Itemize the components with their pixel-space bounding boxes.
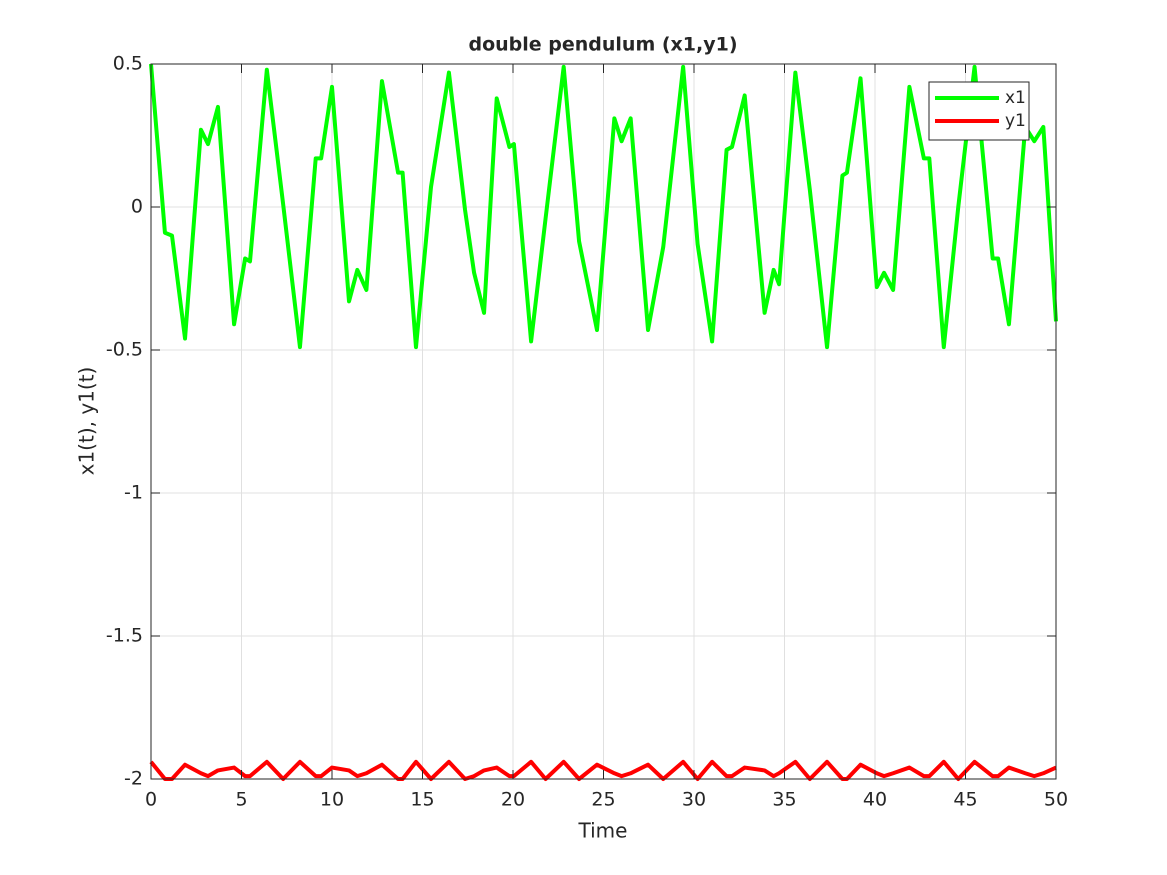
x-tick-label: 30 [682,789,706,811]
y-tick-label: 0 [131,196,143,218]
y-tick-label: -1 [124,482,143,504]
x-tick-label: 35 [772,789,796,811]
legend-label: y1 [1005,111,1026,131]
x-tick-label: 10 [320,789,344,811]
legend-box [928,81,1030,141]
series-line [149,759,1057,781]
series-line [149,63,1058,350]
y-tick-label: -0.5 [106,339,143,361]
chart-title: double pendulum (x1,y1) [468,34,737,56]
x-tick-label: 25 [591,789,615,811]
x-tick-label: 45 [953,789,977,811]
y-tick-label: -2 [124,768,143,790]
lines [149,63,1058,781]
x-tick-label: 0 [145,789,157,811]
x-tick-label: 40 [863,789,887,811]
legend-label: x1 [1005,88,1026,108]
y-tick-label: -1.5 [106,625,143,647]
x-tick-label: 50 [1044,789,1068,811]
y-axis-label: x1(t), y1(t) [75,367,99,476]
ticks: 0 5 10 15 20 25 30 35 40 45 50 -2 -1.5 -1 -0.5 0 0.5 [106,53,1068,811]
x-tick-label: 20 [501,789,525,811]
x-axis-label: Time [578,819,628,843]
x-tick-label: 15 [410,789,434,811]
y-tick-label: 0.5 [113,53,143,75]
x-tick-label: 5 [235,789,247,811]
